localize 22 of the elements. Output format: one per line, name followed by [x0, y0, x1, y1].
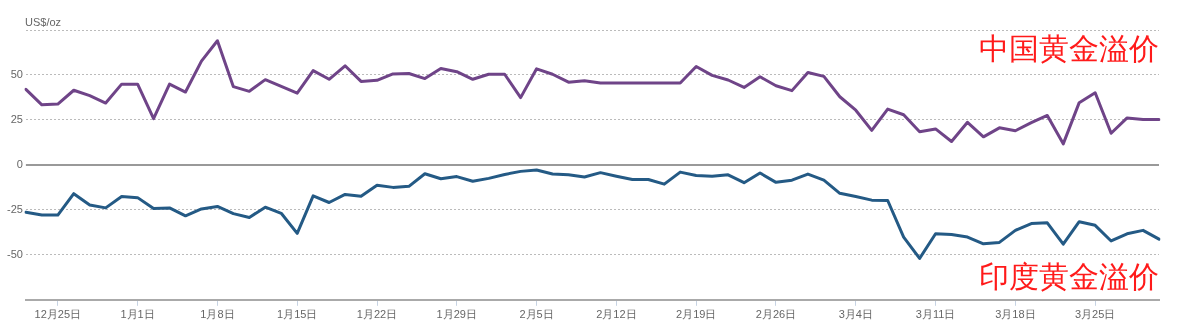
- x-tick-label: 2月5日: [519, 308, 554, 321]
- x-tick-label: 1月22日: [356, 308, 398, 321]
- y-tick-label: 25: [10, 112, 23, 125]
- y-axis-title: US$/oz: [25, 16, 62, 28]
- x-tick-label: 2月26日: [755, 308, 797, 321]
- x-tick-label: 12月25日: [34, 308, 82, 321]
- series-label: 印度黄金溢价: [979, 260, 1159, 294]
- x-tick-label: 3月18日: [995, 308, 1036, 321]
- x-tick-label: 1月8日: [200, 308, 235, 321]
- x-tick-label: 2月19日: [676, 308, 717, 321]
- x-tick-label: 3月4日: [838, 308, 873, 321]
- x-tick-label: 2月12日: [596, 308, 637, 321]
- x-tick-label: 3月11日: [915, 308, 956, 321]
- y-tick-label: 0: [16, 157, 23, 170]
- x-tick-label: 1月29日: [436, 308, 477, 321]
- y-tick-label: -25: [6, 202, 23, 215]
- y-tick-label: 50: [10, 68, 23, 80]
- series-label: 中国黄金溢价: [979, 32, 1159, 66]
- y-tick-label: -50: [6, 247, 23, 260]
- x-tick-label: 3月25日: [1074, 308, 1116, 321]
- x-tick-label: 1月1日: [120, 308, 155, 321]
- x-tick-label: 1月15日: [277, 308, 318, 321]
